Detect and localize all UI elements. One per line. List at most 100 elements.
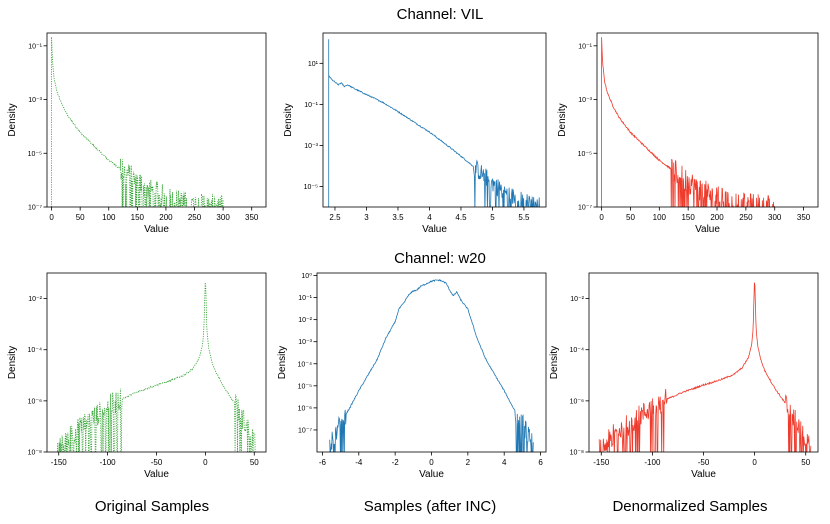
x-axis-label: Value [144,469,169,480]
x-tick-label: 200 [710,213,724,222]
chart-panel-2: 2.5 3 3.5 4 4.5 5 5.5 10¹ 10⁻¹ 10⁻³ 10⁻⁵ Value Densi… [283,32,547,235]
x-tick-label: 100 [653,213,667,222]
x-tick-label: 4 [502,458,507,467]
x-axis-label: Value [419,469,444,480]
x-tick-label: 50 [801,458,810,467]
y-tick-label: 10⁻¹ [578,43,592,50]
plot-frame [588,272,819,453]
y-tick-label: 10⁻⁵ [304,184,318,191]
chart-panel-3: 0 50 100 150 200 250 300 350 10⁻¹ 10⁻³ 10⁻⁵ 10⁻⁷ Val… [557,32,819,235]
y-tick-label: 10⁻² [570,296,584,303]
x-tick-label: 4.5 [455,213,467,222]
x-tick-label: -100 [644,458,661,467]
x-tick-label: 4 [427,213,432,222]
y-tick-label: 10⁻³ [578,97,592,104]
plot-frame [316,272,547,453]
caption-denormalized-samples: Denormalized Samples [612,498,768,515]
series-line [329,279,534,452]
x-tick-label: 0 [49,213,54,222]
y-tick-label: 10⁻⁵ [298,383,312,390]
x-tick-label: -4 [355,458,363,467]
chart-panel-5: -6 -4 -2 0 2 4 6 10⁰ 10⁻¹ 10⁻² 10⁻³ 10⁻⁴ 10⁻⁵ 10⁻⁶ 10⁻… [277,272,547,480]
y-tick-label: 10⁰ [301,272,312,280]
plot-frame [596,32,819,208]
caption-original-samples: Original Samples [94,498,210,515]
chart-panel-4: -150 -100 -50 0 50 10⁻² 10⁻⁴ 10⁻⁶ 10⁻⁸ Value Densi… [7,272,267,480]
y-axis-label: Density [283,103,294,136]
y-tick-label: 10⁻⁸ [28,450,42,457]
y-axis-label: Density [277,346,288,379]
caption-samples-after-inc: Samples (after INC) [363,498,497,515]
series-line [601,37,775,207]
y-tick-label: 10⁻⁸ [570,450,584,457]
x-tick-label: 250 [188,213,202,222]
x-tick-label: 3.5 [392,213,404,222]
x-tick-label: -6 [319,458,327,467]
x-tick-label: -100 [100,458,117,467]
plot-frame [46,32,267,208]
x-tick-label: 2.5 [329,213,341,222]
y-axis-label: Density [549,346,560,379]
x-tick-label: 0 [599,213,604,222]
y-tick-label: 10⁻³ [304,143,318,150]
y-axis-label: Density [557,103,568,136]
x-tick-label: 150 [131,213,145,222]
x-tick-label: 250 [739,213,753,222]
x-tick-label: 0 [429,458,434,467]
y-tick-label: 10⁻¹ [304,102,318,109]
x-tick-label: 300 [768,213,782,222]
y-tick-label: 10⁻¹ [298,295,312,302]
y-tick-label: 10⁻⁷ [298,427,312,434]
y-tick-label: 10⁻³ [28,97,42,104]
x-tick-label: 5.5 [518,213,530,222]
x-axis-label: Value [695,224,720,235]
y-tick-label: 10⁻⁷ [28,205,42,212]
y-axis-label: Density [7,103,18,136]
x-tick-label: -150 [51,458,68,467]
x-tick-label: -50 [151,458,163,467]
row-title-w20: Channel: w20 [394,250,486,267]
x-tick-label: 50 [250,458,259,467]
y-tick-label: 10⁻² [298,317,312,324]
series-line [57,282,256,452]
x-tick-label: 50 [76,213,85,222]
chart-panel-6: -150 -100 -50 0 50 10⁻² 10⁻⁴ 10⁻⁶ 10⁻⁸ Value Densi… [549,272,819,480]
y-tick-label: 10⁻⁶ [570,398,584,405]
x-axis-label: Value [691,469,716,480]
x-tick-label: 350 [245,213,259,222]
chart-panel-1: 0 50 100 150 200 250 300 350 10⁻¹ 10⁻³ 10⁻⁵ 10⁻⁷ Val… [7,32,267,235]
x-tick-label: -2 [392,458,400,467]
x-tick-label: 50 [626,213,635,222]
x-tick-label: 6 [538,458,543,467]
y-tick-label: 10⁻⁴ [298,361,313,368]
y-tick-label: 10⁻⁷ [578,205,592,212]
x-tick-label: 3 [364,213,369,222]
y-tick-label: 10⁻² [28,296,42,303]
plot-frame [46,272,267,453]
x-tick-label: 350 [797,213,811,222]
row-title-vil: Channel: VIL [396,6,484,23]
y-tick-label: 10¹ [308,61,319,68]
y-tick-label: 10⁻³ [298,339,312,346]
y-tick-label: 10⁻⁴ [28,347,43,354]
y-tick-label: 10⁻¹ [28,43,42,50]
series-line [598,282,812,452]
x-tick-label: 0 [752,458,757,467]
x-tick-label: 2 [466,458,471,467]
x-tick-label: 150 [681,213,695,222]
y-tick-label: 10⁻⁴ [570,347,585,354]
y-axis-label: Density [7,346,18,379]
x-tick-label: -150 [593,458,610,467]
x-tick-label: 100 [102,213,116,222]
x-axis-label: Value [422,224,447,235]
y-tick-label: 10⁻⁶ [298,405,312,412]
y-tick-label: 10⁻⁵ [578,151,592,158]
series-line [51,36,224,207]
x-tick-label: 200 [159,213,173,222]
y-tick-label: 10⁻⁵ [28,151,42,158]
x-tick-label: 0 [203,458,208,467]
y-tick-label: 10⁻⁶ [28,398,42,405]
series-line [328,39,540,207]
x-axis-label: Value [144,224,169,235]
